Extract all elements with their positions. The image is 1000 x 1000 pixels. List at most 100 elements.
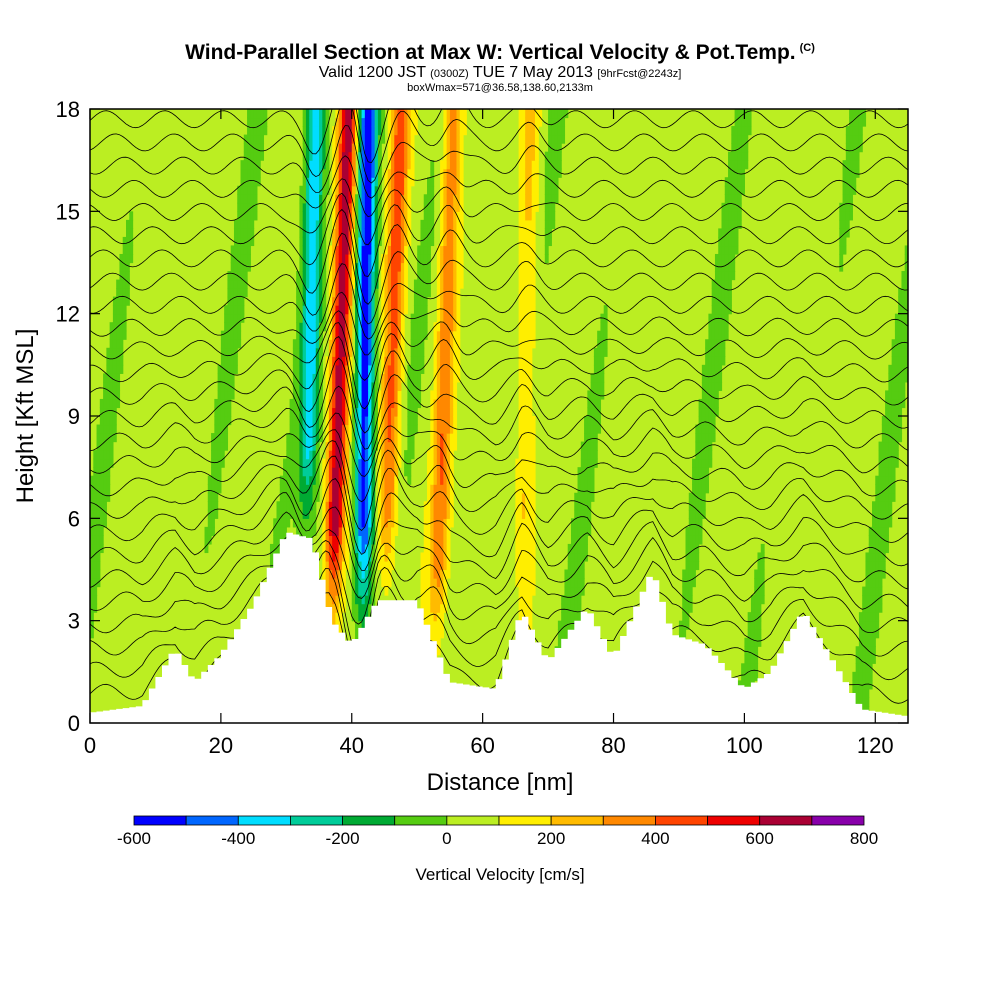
field-cell xyxy=(449,151,454,161)
field-cell xyxy=(384,586,389,596)
field-cell xyxy=(741,160,745,170)
field-cell xyxy=(881,552,886,562)
field-cell xyxy=(842,245,847,255)
field-cell xyxy=(377,450,382,460)
theta-contour xyxy=(90,440,908,532)
field-cell xyxy=(96,543,101,554)
field-cell xyxy=(682,595,687,605)
field-cell xyxy=(534,177,539,187)
field-cell xyxy=(570,552,575,562)
field-cell xyxy=(302,407,307,417)
field-cell xyxy=(348,330,353,340)
field-cell xyxy=(292,458,297,468)
field-cell xyxy=(90,595,94,605)
field-cell xyxy=(695,458,700,468)
field-cell xyxy=(211,484,215,494)
field-cell xyxy=(361,288,366,298)
field-cell xyxy=(387,552,392,562)
field-cell xyxy=(384,424,389,434)
field-cell xyxy=(888,398,893,409)
field-cell xyxy=(364,390,369,400)
field-cell xyxy=(433,586,438,596)
field-cell xyxy=(891,467,896,477)
field-cell xyxy=(407,168,412,178)
field-cell xyxy=(299,433,304,443)
field-cell xyxy=(584,535,588,545)
field-cell xyxy=(345,501,350,511)
field-cell xyxy=(276,501,281,511)
field-cell xyxy=(381,492,386,502)
field-cell xyxy=(364,424,369,434)
field-cell xyxy=(531,134,536,144)
field-cell xyxy=(420,313,425,323)
field-cell xyxy=(548,143,552,153)
field-cell xyxy=(410,339,415,349)
field-cell xyxy=(299,484,304,494)
field-cell xyxy=(237,185,242,195)
field-cell xyxy=(355,398,359,409)
field-cell xyxy=(459,253,464,264)
field-cell xyxy=(93,509,98,519)
field-cell xyxy=(584,518,588,528)
field-cell xyxy=(371,364,376,374)
field-cell xyxy=(345,433,350,443)
field-cell xyxy=(319,219,323,229)
field-cell xyxy=(688,535,693,545)
field-cell xyxy=(453,322,458,332)
field-cell xyxy=(570,578,575,588)
field-cell xyxy=(577,475,582,485)
field-cell xyxy=(714,253,719,264)
field-cell xyxy=(705,356,710,366)
field-cell xyxy=(603,339,608,349)
field-cell xyxy=(299,347,304,357)
field-cell xyxy=(332,143,336,153)
field-cell xyxy=(230,262,235,272)
field-cell xyxy=(430,569,435,579)
field-cell xyxy=(256,117,261,127)
field-cell xyxy=(721,236,726,247)
field-cell xyxy=(734,202,739,212)
field-cell xyxy=(855,109,860,119)
field-cell xyxy=(325,364,330,374)
field-cell xyxy=(400,356,405,366)
field-cell xyxy=(289,467,294,477)
field-cell xyxy=(587,458,592,468)
field-cell xyxy=(698,535,703,545)
field-cell xyxy=(714,381,719,392)
field-cell xyxy=(528,509,533,519)
field-cell xyxy=(384,219,389,229)
field-cell xyxy=(328,586,333,596)
field-cell xyxy=(368,467,372,477)
field-cell xyxy=(443,578,448,588)
field-cell xyxy=(570,569,575,579)
field-cell xyxy=(891,381,896,392)
field-cell xyxy=(328,279,333,289)
field-cell xyxy=(237,219,242,229)
field-cell xyxy=(384,509,389,519)
field-cell xyxy=(224,305,229,315)
field-cell xyxy=(335,450,340,460)
field-cell xyxy=(420,219,425,229)
field-cell xyxy=(894,330,899,340)
field-cell xyxy=(898,313,903,323)
field-cell xyxy=(705,458,710,468)
field-cell xyxy=(338,271,343,281)
field-cell xyxy=(122,296,127,306)
field-cell xyxy=(319,424,323,434)
field-cell xyxy=(273,518,278,528)
field-cell xyxy=(332,160,336,170)
field-cell xyxy=(413,356,418,366)
field-cell xyxy=(692,578,696,588)
field-cell xyxy=(309,253,314,264)
field-cell xyxy=(721,279,726,289)
field-cell xyxy=(721,288,726,298)
field-cell xyxy=(368,560,372,571)
field-cell xyxy=(312,398,317,409)
field-cell xyxy=(423,296,428,306)
field-cell xyxy=(256,126,261,136)
field-cell xyxy=(888,364,893,374)
field-cell xyxy=(525,322,530,332)
field-cell xyxy=(119,288,124,298)
field-cell xyxy=(427,475,431,485)
field-cell xyxy=(325,450,330,460)
